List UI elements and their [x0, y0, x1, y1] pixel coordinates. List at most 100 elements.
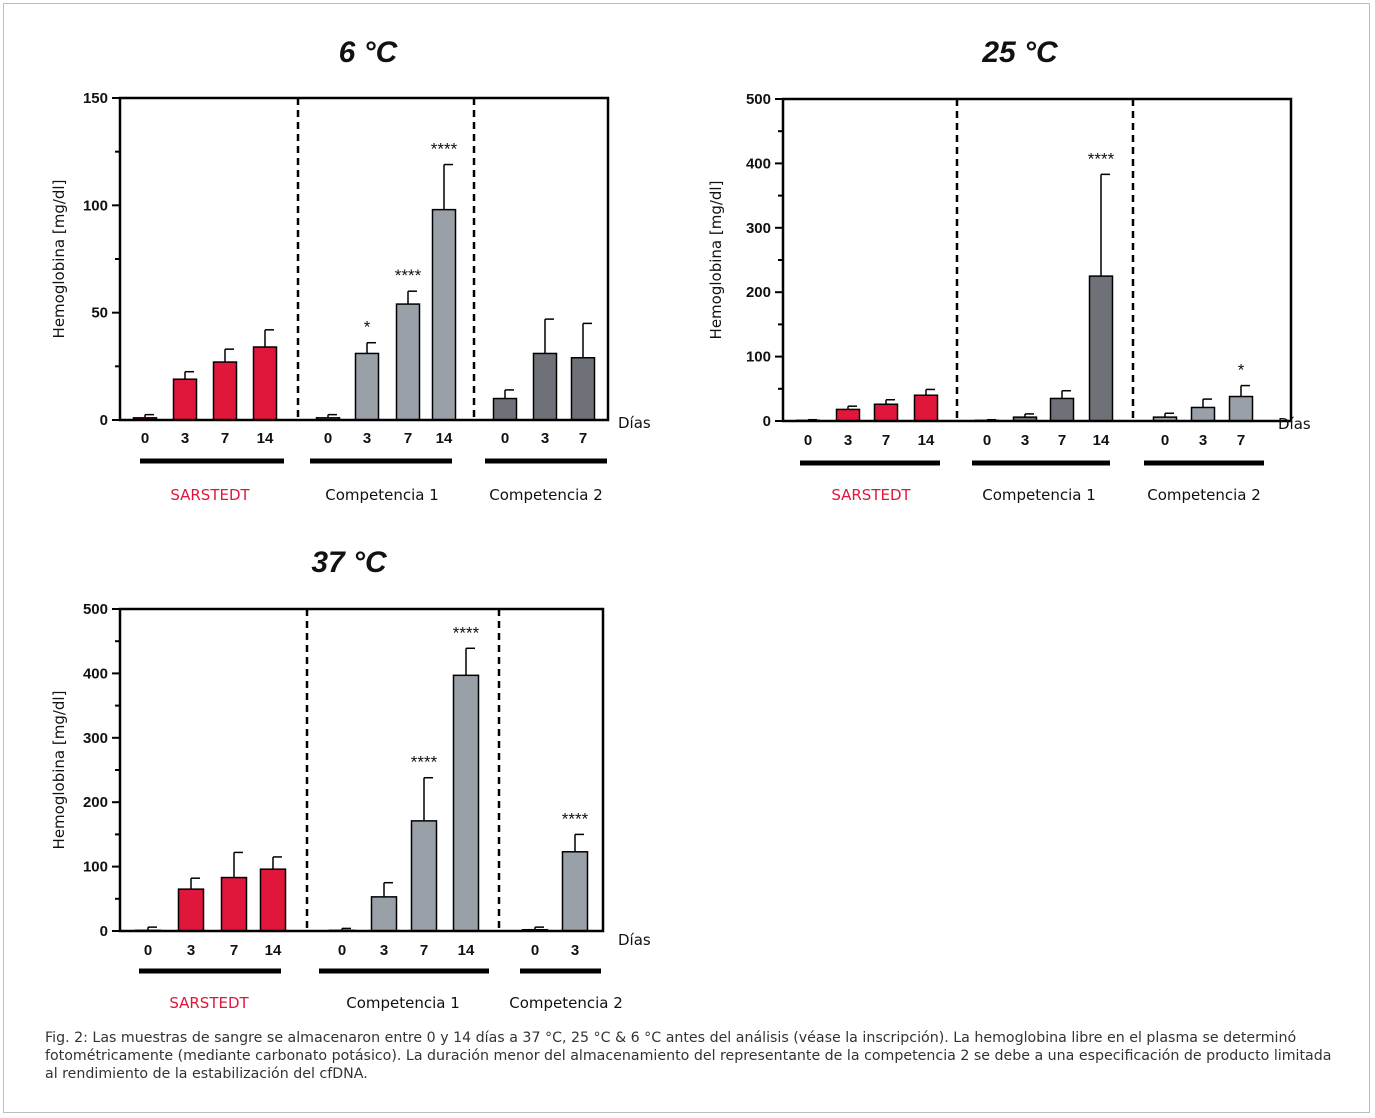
x-tick-label: 3 [1199, 432, 1207, 449]
group-label: Competencia 2 [1147, 486, 1261, 504]
y-tick-label: 400 [746, 155, 771, 172]
x-tick-label: 0 [804, 432, 812, 449]
group-label: SARSTEDT [831, 486, 911, 504]
group-label: SARSTEDT [169, 994, 249, 1012]
bar [913, 394, 939, 422]
y-tick-label: 500 [83, 601, 108, 618]
significance-label: * [1238, 361, 1245, 380]
bar [835, 408, 861, 422]
x-tick-label: 7 [1058, 432, 1066, 449]
bar [354, 352, 380, 421]
x-tick-label: 3 [187, 942, 195, 959]
y-tick-label: 0 [100, 923, 108, 940]
y-tick-label: 100 [83, 197, 108, 214]
significance-label: **** [562, 809, 589, 828]
bar [220, 876, 248, 932]
bar [172, 378, 198, 421]
x-tick-label: 7 [882, 432, 890, 449]
group-label: Competencia 1 [346, 994, 460, 1012]
x-tick-label: 0 [501, 430, 509, 447]
chart-title: 37 °C [311, 546, 388, 579]
x-tick-label: 3 [363, 430, 371, 447]
x-tick-label: 3 [380, 942, 388, 959]
y-tick-label: 200 [83, 794, 108, 811]
significance-label: **** [1088, 149, 1115, 168]
x-tick-label: 0 [531, 942, 539, 959]
bar [532, 352, 558, 421]
x-tick-label: 3 [1021, 432, 1029, 449]
x-tick-label: 7 [420, 942, 428, 959]
x-tick-label: 0 [144, 942, 152, 959]
y-tick-label: 300 [746, 220, 771, 237]
y-tick-label: 100 [83, 859, 108, 876]
y-axis-label: Hemoglobina [mg/dl] [50, 691, 68, 850]
plot-frame [118, 607, 605, 933]
group-label: SARSTEDT [170, 486, 250, 504]
x-tick-label: 7 [221, 430, 229, 447]
plot-frame [118, 96, 610, 422]
significance-label: **** [395, 266, 422, 285]
x-tick-label: 14 [918, 432, 935, 449]
x-tick-label: 14 [458, 942, 475, 959]
bar [395, 303, 421, 421]
x-tick-label: 14 [436, 430, 453, 447]
y-tick-label: 0 [100, 412, 108, 429]
bar [212, 361, 238, 421]
y-tick-label: 100 [746, 349, 771, 366]
bar [873, 403, 899, 422]
chart-6c: 6 °C Hemoglobina [mg/dl] 0 50 100 150 0 3 7 14 SAR… [50, 36, 651, 504]
x-tick-label: 3 [844, 432, 852, 449]
bar [1190, 406, 1216, 422]
x-tick-label: 7 [230, 942, 238, 959]
y-tick-label: 200 [746, 284, 771, 301]
group-label: Competencia 1 [982, 486, 1096, 504]
x-tick-label: 0 [141, 430, 149, 447]
y-tick-label: 0 [763, 413, 771, 430]
bar [492, 397, 518, 421]
x-tick-label: 14 [1093, 432, 1110, 449]
significance-label: **** [431, 140, 458, 159]
x-tick-label: 3 [181, 430, 189, 447]
significance-label: **** [411, 753, 438, 772]
bar [561, 851, 589, 932]
x-tick-label: 0 [324, 430, 332, 447]
y-tick-label: 500 [746, 91, 771, 108]
y-tick-label: 50 [91, 305, 108, 322]
x-tick-label: 3 [571, 942, 579, 959]
bar [1228, 395, 1254, 422]
bar [1088, 275, 1114, 422]
y-axis-label: Hemoglobina [mg/dl] [50, 180, 68, 339]
x-tick-label: 14 [265, 942, 282, 959]
plot-frame [781, 97, 1293, 423]
x-tick-label: 0 [1161, 432, 1169, 449]
bar [570, 356, 596, 421]
chart-title: 6 °C [339, 36, 399, 69]
group-label: Competencia 2 [509, 994, 623, 1012]
x-tick-label: 7 [404, 430, 412, 447]
x-axis-label: Días [618, 414, 651, 432]
figure-caption: Fig. 2: Las muestras de sangre se almace… [45, 1030, 1332, 1082]
bar [452, 674, 480, 932]
x-axis-label: Días [1278, 415, 1311, 433]
y-tick-label: 300 [83, 730, 108, 747]
bar [1049, 397, 1075, 422]
bar [370, 896, 398, 932]
x-tick-label: 7 [1237, 432, 1245, 449]
x-tick-label: 7 [579, 430, 587, 447]
chart-title: 25 °C [981, 36, 1059, 69]
significance-label: * [364, 318, 371, 337]
y-axis-label: Hemoglobina [mg/dl] [707, 181, 725, 340]
x-tick-label: 3 [541, 430, 549, 447]
x-tick-label: 0 [983, 432, 991, 449]
bar [410, 820, 438, 932]
bar [252, 346, 278, 421]
x-tick-label: 0 [338, 942, 346, 959]
x-tick-label: 14 [257, 430, 274, 447]
significance-label: **** [453, 623, 480, 642]
group-label: Competencia 2 [489, 486, 603, 504]
bar [177, 888, 205, 932]
x-axis-label: Días [618, 931, 651, 949]
figure-frame [3, 3, 1370, 1113]
